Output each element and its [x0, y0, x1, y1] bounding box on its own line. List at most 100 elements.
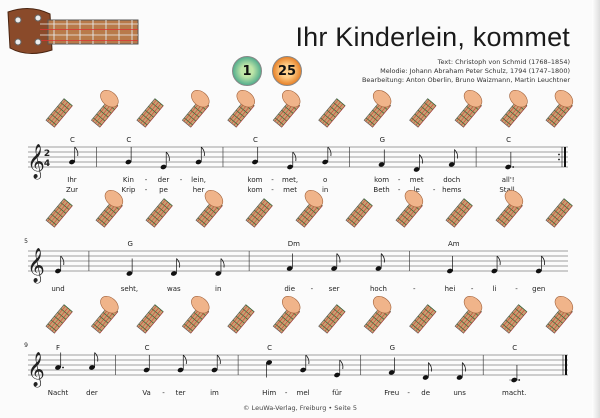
- string-line: [47, 305, 66, 328]
- string-line: [320, 99, 339, 122]
- lyric-hyphen: -: [145, 176, 148, 184]
- string-line: [49, 101, 68, 124]
- chord-diagram: [245, 198, 273, 228]
- note-head: [300, 367, 307, 373]
- lyric-syllable: seht,: [121, 285, 138, 293]
- note-head: [378, 162, 385, 167]
- string-line: [551, 103, 571, 126]
- lyric-syllable: lein,: [191, 176, 206, 184]
- hand-icon: [191, 90, 210, 108]
- note-flag: [94, 352, 99, 362]
- chord-label: C: [145, 344, 150, 352]
- note-head: [126, 271, 133, 276]
- string-line: [460, 309, 480, 332]
- fret-line: [336, 98, 346, 107]
- note-flag: [541, 255, 546, 266]
- string-line: [281, 311, 300, 334]
- note-head: [143, 367, 150, 373]
- hand-icon: [372, 90, 392, 108]
- lyric-syllable: hems: [442, 186, 462, 194]
- lyric-hyphen: -: [311, 285, 314, 293]
- repeat-dot: [558, 153, 560, 156]
- string-line: [349, 201, 368, 224]
- string-line: [322, 101, 341, 124]
- hand-icon: [100, 296, 119, 314]
- note-head: [511, 377, 518, 383]
- note-head: [322, 159, 329, 165]
- song-title: Ihr Kinderlein, kommet: [295, 22, 570, 52]
- time-signature-top: 2: [44, 149, 50, 159]
- lyric-syllable: Ihr: [67, 176, 77, 184]
- string-line: [49, 307, 68, 330]
- lyric-syllable: der: [86, 389, 98, 397]
- string-line: [49, 201, 68, 224]
- chord-label: G: [127, 240, 132, 248]
- string-line: [449, 201, 468, 224]
- dot: [512, 166, 515, 168]
- string-line: [415, 309, 434, 332]
- string-line: [506, 309, 525, 332]
- note-head: [388, 370, 395, 375]
- lyric-syllable: Stall,: [499, 186, 517, 194]
- note-flag: [60, 255, 65, 266]
- note-head: [89, 365, 95, 370]
- dot: [62, 366, 64, 369]
- lyric-syllable: für: [332, 389, 342, 397]
- string-line: [233, 309, 253, 332]
- string-line: [101, 203, 121, 226]
- string-line: [188, 309, 207, 332]
- chord-diagram: [227, 90, 255, 128]
- note-flag: [176, 258, 181, 268]
- string-line: [372, 105, 391, 128]
- string-line: [97, 103, 116, 126]
- ukulele-headstock: [7, 8, 53, 54]
- string-line: [204, 205, 223, 228]
- chord-label: Dm: [288, 240, 300, 248]
- string-line: [281, 105, 300, 128]
- string-line: [51, 103, 71, 126]
- string-line: [229, 305, 248, 328]
- hand-icon: [104, 190, 124, 208]
- fret-line: [245, 304, 255, 313]
- time-signature-bottom: 4: [44, 159, 50, 169]
- lyric-hyphen: -: [413, 285, 416, 293]
- string-line: [138, 99, 157, 122]
- lyric-syllable: Va: [142, 389, 151, 397]
- lyric-syllable: doch: [443, 176, 460, 184]
- fret-line: [427, 304, 437, 313]
- lyric-syllable: met: [410, 176, 424, 184]
- lyric-syllable: her: [193, 186, 205, 194]
- string-line: [549, 201, 568, 224]
- treble-clef-icon: 𝄞: [27, 144, 45, 180]
- chord-diagram: [500, 90, 528, 128]
- lyric-hyphen: -: [433, 186, 436, 194]
- note-head: [69, 159, 75, 165]
- footer: © LeuWa-Verlag, Freiburg • Seite 5: [243, 404, 357, 412]
- string-line: [370, 309, 389, 332]
- track-badge: 25: [272, 56, 302, 86]
- lyric-hyphen: -: [271, 176, 274, 184]
- chord-diagram: [295, 190, 324, 228]
- string-line: [501, 203, 521, 226]
- string-line: [138, 305, 157, 328]
- chord-diagram: [363, 296, 392, 334]
- credit-text: Text: Christoph von Schmid (1768–1854): [437, 58, 570, 66]
- note-flag: [216, 354, 221, 365]
- string-line: [322, 307, 341, 330]
- chord-diagram: [545, 198, 573, 228]
- lyric-syllable: hoch: [370, 285, 387, 293]
- lyric-syllable: hei: [445, 285, 456, 293]
- string-line: [413, 307, 432, 330]
- string-line: [410, 305, 430, 328]
- string-line: [140, 101, 159, 124]
- string-line: [413, 101, 432, 124]
- string-line: [551, 309, 571, 332]
- treble-clef-icon: 𝄞: [27, 248, 45, 284]
- string-line: [370, 103, 389, 126]
- note-head: [266, 360, 273, 365]
- lyric-syllable: gen: [532, 285, 545, 293]
- chord-label: F: [56, 344, 60, 352]
- string-line: [99, 105, 119, 128]
- string-line: [190, 311, 209, 334]
- string-line: [301, 203, 321, 226]
